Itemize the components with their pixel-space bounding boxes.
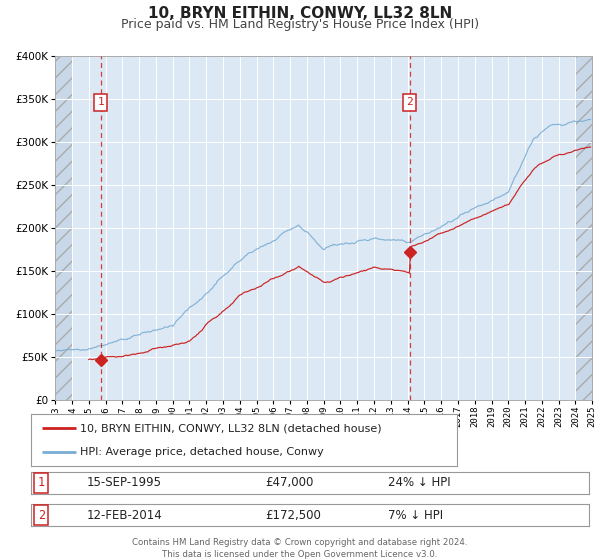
- Text: £47,000: £47,000: [266, 476, 314, 489]
- Text: 1: 1: [97, 97, 104, 108]
- Text: 7% ↓ HPI: 7% ↓ HPI: [388, 508, 443, 522]
- Bar: [55, 56, 72, 400]
- Text: 24% ↓ HPI: 24% ↓ HPI: [388, 476, 451, 489]
- Text: 10, BRYN EITHIN, CONWY, LL32 8LN: 10, BRYN EITHIN, CONWY, LL32 8LN: [148, 6, 452, 21]
- Text: 1: 1: [38, 476, 45, 489]
- Text: £172,500: £172,500: [266, 508, 322, 522]
- Text: Price paid vs. HM Land Registry's House Price Index (HPI): Price paid vs. HM Land Registry's House …: [121, 18, 479, 31]
- Text: 10, BRYN EITHIN, CONWY, LL32 8LN (detached house): 10, BRYN EITHIN, CONWY, LL32 8LN (detach…: [80, 423, 382, 433]
- Text: Contains HM Land Registry data © Crown copyright and database right 2024.
This d: Contains HM Land Registry data © Crown c…: [132, 538, 468, 559]
- Text: 2: 2: [38, 508, 45, 522]
- Bar: [575, 56, 592, 400]
- Text: 12-FEB-2014: 12-FEB-2014: [87, 508, 163, 522]
- Text: 15-SEP-1995: 15-SEP-1995: [87, 476, 162, 489]
- Text: 2: 2: [406, 97, 413, 108]
- Text: HPI: Average price, detached house, Conwy: HPI: Average price, detached house, Conw…: [80, 447, 324, 457]
